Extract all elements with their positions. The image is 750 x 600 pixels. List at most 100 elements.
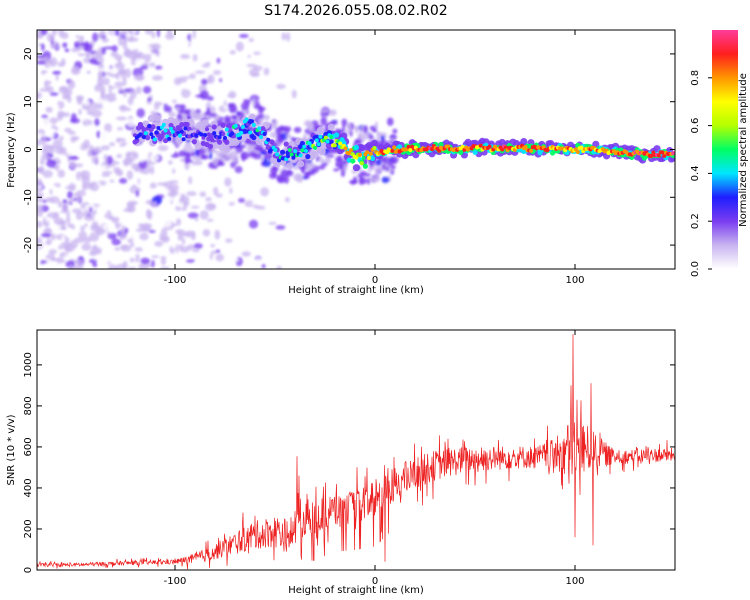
heat-cell <box>156 90 167 97</box>
heat-cell <box>102 119 110 123</box>
heat-cell <box>249 68 260 77</box>
heat-cell <box>194 133 199 138</box>
heat-cell <box>352 164 360 172</box>
heat-cell <box>500 147 505 152</box>
colorbar-tick-label: 0.8 <box>690 70 701 86</box>
heat-cell <box>241 251 251 257</box>
heat-cell <box>46 159 57 168</box>
heat-cell <box>139 232 149 241</box>
heat-cell <box>304 171 312 176</box>
heat-cell <box>190 151 196 157</box>
heat-cell <box>163 128 168 133</box>
heat-cell <box>114 256 125 262</box>
heat-cell <box>81 243 92 251</box>
heat-cell <box>45 228 52 233</box>
heat-cell <box>240 144 247 149</box>
heat-cell <box>135 228 143 233</box>
heat-cell <box>392 128 398 134</box>
heat-cell <box>118 75 123 83</box>
heat-cell <box>210 243 216 248</box>
heat-cell <box>71 65 80 74</box>
heat-cell <box>307 125 314 131</box>
heat-cell <box>119 104 127 112</box>
heat-cell <box>437 148 442 153</box>
heat-cell <box>206 218 214 222</box>
heat-cell <box>224 139 230 145</box>
heat-cell <box>523 145 528 150</box>
heat-cell <box>250 119 254 124</box>
heat-cell <box>464 138 472 146</box>
heat-cell <box>182 201 191 206</box>
heat-cell <box>76 220 82 229</box>
spectrogram-x-tick-label: 0 <box>372 275 378 286</box>
heat-cell <box>193 243 203 249</box>
heat-cell <box>37 259 40 266</box>
heat-cell <box>320 158 325 164</box>
heat-cell <box>215 253 224 262</box>
heat-cell <box>192 155 203 161</box>
heat-cell <box>167 136 172 141</box>
heat-cell <box>75 211 83 221</box>
heat-cell <box>177 235 184 241</box>
heat-cell <box>186 79 193 85</box>
heat-cell <box>151 255 160 259</box>
heat-cell <box>385 167 390 171</box>
spectrogram-y-tick-label: -10 <box>23 189 34 205</box>
heat-cell <box>184 152 191 156</box>
snr-y-tick-label: 600 <box>23 437 34 456</box>
heat-cell <box>77 53 86 57</box>
heat-cell <box>200 78 208 85</box>
heat-cell <box>349 148 353 153</box>
heat-cell <box>272 172 277 178</box>
heat-cell <box>101 37 110 43</box>
heat-cell <box>161 235 170 243</box>
heat-cell <box>223 104 229 110</box>
heat-cell <box>46 238 52 246</box>
heat-cell <box>147 97 152 102</box>
heat-cell <box>200 154 210 160</box>
heat-cell <box>37 237 43 244</box>
heat-cell <box>212 186 219 196</box>
heat-cell <box>142 135 146 140</box>
heat-cell <box>261 264 266 269</box>
heat-cell <box>300 167 305 173</box>
heat-cell <box>135 253 140 263</box>
heat-cell <box>318 134 323 139</box>
heat-cell <box>225 238 233 243</box>
heat-cell <box>98 68 109 72</box>
heat-cell <box>332 143 337 148</box>
heat-cell <box>125 151 130 160</box>
heat-cell <box>91 109 102 118</box>
heat-cell <box>116 137 121 143</box>
heat-cell <box>100 133 110 141</box>
heat-cell <box>252 98 256 107</box>
heat-cell <box>276 265 282 269</box>
heat-cell <box>210 138 215 143</box>
heat-cell <box>376 132 381 141</box>
heat-cell <box>179 244 183 250</box>
heat-cell <box>181 137 186 142</box>
heat-cell <box>192 30 197 39</box>
heat-cell <box>187 212 199 219</box>
heat-cell <box>173 38 182 47</box>
heat-cell <box>50 257 61 262</box>
heat-cell <box>374 121 378 130</box>
heat-cell <box>392 145 397 150</box>
heat-cell <box>221 131 226 136</box>
heat-cell <box>100 164 108 171</box>
heat-cell <box>60 58 66 67</box>
heat-cell <box>89 58 98 65</box>
heat-cell <box>89 50 96 54</box>
heat-cell <box>249 94 260 102</box>
heat-cell <box>201 63 211 68</box>
heat-cell <box>290 136 296 141</box>
heat-cell <box>151 31 156 39</box>
heat-cell <box>350 158 356 164</box>
heat-cell <box>314 134 320 140</box>
heat-cell <box>115 116 127 121</box>
heat-cell <box>259 135 263 140</box>
heat-cell <box>163 181 174 189</box>
spectrogram-noise <box>37 30 399 269</box>
